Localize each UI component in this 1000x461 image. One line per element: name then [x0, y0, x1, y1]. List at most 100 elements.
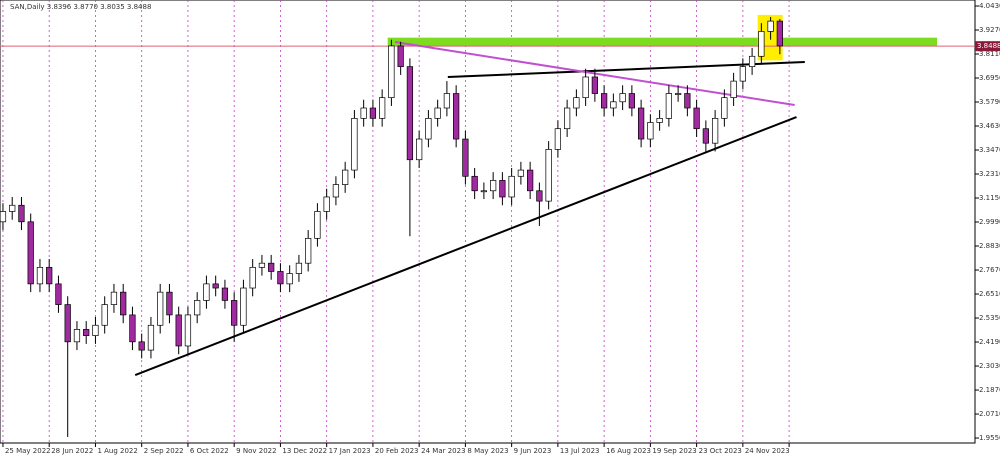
x-tick-label: 16 Aug 2023	[606, 447, 651, 455]
candle-body	[203, 283, 210, 301]
candle-body	[27, 221, 34, 285]
candle-body	[554, 128, 562, 150]
y-tick-label: 1.9550	[979, 434, 1000, 442]
candle-body	[46, 266, 53, 285]
candle-body	[619, 93, 626, 103]
chart-header: SAN,Daily 3.8396 3.8770 3.8035 3.8488	[10, 3, 151, 11]
x-tick-label: 24 Mar 2023	[421, 447, 465, 455]
candle-body	[647, 122, 654, 140]
candle-body	[0, 211, 7, 223]
candle-body	[369, 107, 377, 119]
candle-body	[249, 266, 256, 289]
candle-body	[508, 175, 515, 198]
candle-body	[545, 149, 552, 202]
plot-frame	[0, 0, 976, 444]
last-price-label: 3.8488	[977, 42, 1000, 50]
candle-body	[776, 20, 783, 47]
y-tick-label: 3.2310	[979, 170, 1000, 178]
x-tick-label: 1 Aug 2022	[97, 447, 137, 455]
x-tick-label: 8 May 2023	[467, 447, 508, 455]
y-tick-label: 2.0710	[979, 410, 1000, 418]
y-tick-label: 3.3470	[979, 146, 1000, 154]
candle-body	[194, 300, 201, 316]
candle-body	[434, 107, 441, 119]
x-tick-label: 13 Dec 2022	[282, 447, 327, 455]
y-tick-label: 2.6510	[979, 290, 1000, 298]
candle-body	[490, 180, 497, 192]
trendline	[134, 116, 797, 376]
candle-body	[767, 20, 774, 32]
candle-body	[591, 76, 599, 94]
candle-body	[564, 107, 571, 130]
candle-body	[536, 190, 543, 202]
candle-body	[628, 93, 635, 109]
candle-body	[397, 45, 404, 67]
candle-body	[64, 304, 71, 343]
candle-body	[721, 97, 728, 119]
last-price-box	[975, 41, 1000, 52]
candle-body	[221, 287, 229, 301]
x-tick-label: 17 Jan 2023	[329, 447, 371, 455]
candle-body	[443, 93, 451, 109]
y-tick-label: 2.3030	[979, 362, 1000, 370]
x-tick-label: 6 Oct 2022	[190, 447, 229, 455]
candle-body	[739, 66, 746, 82]
candle-body	[175, 314, 182, 347]
x-tick-label: 9 Nov 2022	[236, 447, 276, 455]
candle-body	[83, 329, 90, 336]
candle-body	[92, 324, 99, 336]
candle-body	[379, 97, 386, 119]
candle-body	[573, 97, 580, 109]
y-tick-label: 3.8110	[979, 50, 1000, 58]
candle-body	[9, 204, 16, 212]
y-tick-label: 3.6950	[979, 74, 1000, 82]
candle-body	[18, 204, 25, 223]
candle-body	[36, 266, 44, 285]
candle-body	[157, 291, 164, 326]
candle-body	[147, 324, 155, 351]
y-tick-label: 4.0430	[979, 2, 1000, 10]
candle-body	[295, 262, 303, 274]
y-tick-label: 2.1870	[979, 386, 1000, 394]
y-tick-label: 2.9990	[979, 218, 1000, 226]
candle-body	[674, 93, 682, 95]
candle-body	[342, 169, 349, 185]
candle-body	[351, 118, 358, 171]
candle-body	[693, 107, 700, 130]
x-tick-label: 19 Sep 2023	[652, 447, 696, 455]
candle-body	[277, 271, 284, 285]
y-tick-label: 2.5350	[979, 314, 1000, 322]
candle-body	[684, 93, 691, 109]
candle-body	[138, 341, 145, 351]
candle-body	[55, 283, 62, 305]
candle-body	[231, 300, 238, 326]
candle-body	[582, 76, 589, 99]
candle-body	[748, 55, 756, 67]
candle-body	[416, 138, 423, 161]
candle-body	[110, 291, 118, 305]
candle-body	[120, 291, 127, 316]
candle-body	[332, 184, 340, 198]
candle-body	[601, 93, 608, 109]
candle-body	[212, 283, 219, 289]
candle-body	[758, 31, 765, 57]
trendline	[447, 61, 805, 79]
candle-body	[101, 304, 108, 326]
y-tick-label: 3.9270	[979, 26, 1000, 34]
candle-body	[388, 45, 395, 99]
candle-body	[527, 169, 534, 192]
candle-body	[517, 169, 525, 177]
candle-body	[240, 287, 247, 326]
candle-body	[480, 190, 488, 193]
candle-body	[453, 93, 460, 140]
candle-body	[425, 118, 432, 140]
x-tick-label: 20 Feb 2023	[375, 447, 419, 455]
candle-body	[258, 262, 266, 268]
resistance-band	[387, 37, 938, 46]
candle-body	[360, 107, 367, 119]
y-tick-label: 3.4630	[979, 122, 1000, 130]
x-tick-label: 9 Jun 2023	[514, 447, 552, 455]
candle-body	[406, 66, 414, 161]
x-tick-label: 24 Nov 2023	[745, 447, 790, 455]
